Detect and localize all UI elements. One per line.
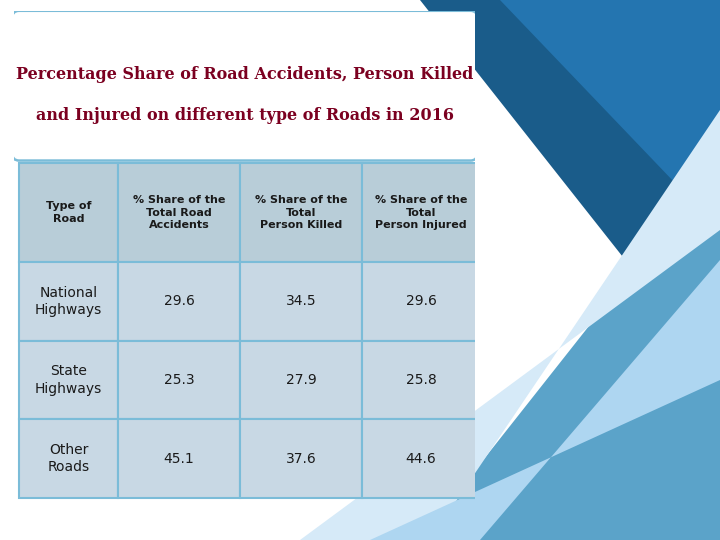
- Text: 25.8: 25.8: [405, 373, 436, 387]
- Bar: [118, 341, 240, 420]
- Bar: [118, 262, 240, 341]
- Text: National
Highways: National Highways: [35, 286, 102, 317]
- Text: 37.6: 37.6: [286, 452, 317, 466]
- Text: 44.6: 44.6: [405, 452, 436, 466]
- Bar: [118, 420, 240, 498]
- Bar: [362, 262, 480, 341]
- Bar: [362, 163, 480, 262]
- Bar: [19, 163, 118, 262]
- Text: Type of
Road: Type of Road: [46, 201, 91, 224]
- Text: 29.6: 29.6: [405, 294, 436, 308]
- Polygon shape: [500, 0, 720, 230]
- Text: % Share of the
Total Road
Accidents: % Share of the Total Road Accidents: [133, 195, 225, 230]
- Polygon shape: [370, 260, 720, 540]
- Text: Other
Roads: Other Roads: [48, 443, 89, 475]
- Bar: [19, 341, 118, 420]
- Bar: [240, 420, 362, 498]
- Text: % Share of the
Total
Person Killed: % Share of the Total Person Killed: [255, 195, 348, 230]
- Bar: [118, 163, 240, 262]
- Text: State
Highways: State Highways: [35, 364, 102, 396]
- Text: 27.9: 27.9: [286, 373, 317, 387]
- Text: 34.5: 34.5: [286, 294, 317, 308]
- Bar: [362, 341, 480, 420]
- Bar: [362, 420, 480, 498]
- Polygon shape: [300, 110, 720, 540]
- Bar: [19, 420, 118, 498]
- Bar: [240, 341, 362, 420]
- Polygon shape: [420, 160, 720, 540]
- Text: and Injured on different type of Roads in 2016: and Injured on different type of Roads i…: [36, 107, 454, 124]
- Text: Percentage Share of Road Accidents, Person Killed: Percentage Share of Road Accidents, Pers…: [16, 66, 474, 83]
- Polygon shape: [420, 0, 720, 380]
- Text: 29.6: 29.6: [163, 294, 194, 308]
- Text: 25.3: 25.3: [164, 373, 194, 387]
- Text: 45.1: 45.1: [163, 452, 194, 466]
- Bar: [240, 163, 362, 262]
- Bar: [240, 262, 362, 341]
- Text: % Share of the
Total
Person Injured: % Share of the Total Person Injured: [375, 195, 467, 230]
- FancyBboxPatch shape: [12, 11, 477, 160]
- Bar: [19, 262, 118, 341]
